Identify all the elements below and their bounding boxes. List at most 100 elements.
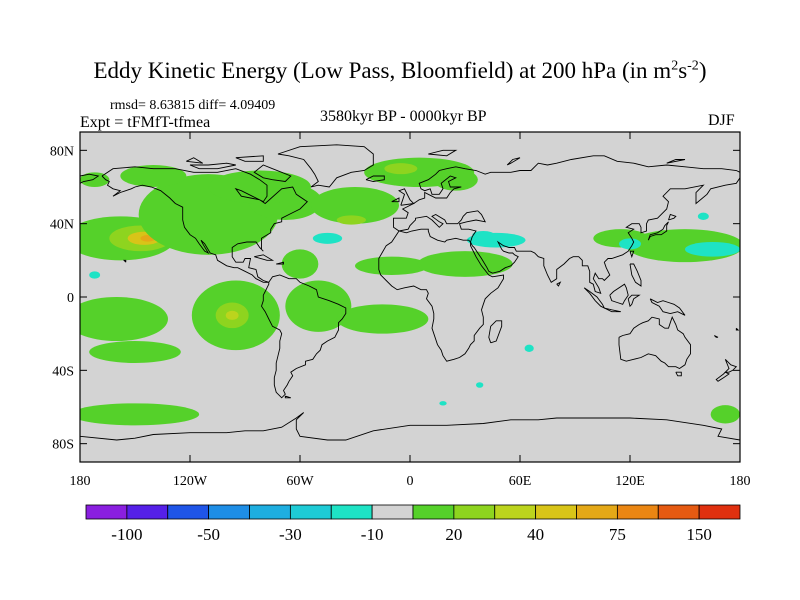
colorbar-label: -50 bbox=[197, 525, 220, 544]
coastline bbox=[235, 155, 264, 162]
anomaly-region bbox=[312, 232, 343, 244]
coastline bbox=[189, 162, 236, 170]
coastline bbox=[428, 149, 458, 157]
coastline bbox=[277, 144, 374, 188]
colorbar-swatch bbox=[576, 504, 618, 520]
coastline bbox=[666, 159, 686, 164]
coastline bbox=[627, 294, 641, 308]
coastline bbox=[470, 177, 740, 295]
season-label: DJF bbox=[708, 112, 735, 129]
anomaly-region bbox=[697, 212, 709, 220]
anomaly-region bbox=[472, 231, 495, 239]
anomaly-region bbox=[225, 310, 239, 320]
coastline bbox=[261, 274, 347, 399]
anomaly-region bbox=[355, 256, 429, 276]
coastline bbox=[397, 188, 415, 206]
lon-tick-label: 180 bbox=[70, 474, 91, 489]
anomaly-region bbox=[433, 168, 478, 191]
coastline bbox=[391, 197, 400, 203]
anomaly-region bbox=[311, 187, 399, 224]
anomaly-region bbox=[336, 304, 429, 334]
anomaly-region bbox=[208, 170, 311, 204]
colorbar-swatch bbox=[126, 504, 169, 520]
colorbar-swatch bbox=[371, 504, 414, 520]
colorbar-label: -100 bbox=[111, 525, 142, 544]
chart-title: Eddy Kinetic Energy (Low Pass, Bloomfiel… bbox=[93, 58, 707, 83]
colorbar-swatch bbox=[330, 504, 373, 520]
lat-tick-label: 0 bbox=[67, 291, 74, 306]
coastline bbox=[365, 175, 385, 182]
coastline bbox=[80, 412, 740, 441]
anomaly-region bbox=[439, 401, 447, 406]
anomaly-region bbox=[80, 297, 168, 341]
coastline bbox=[629, 250, 635, 259]
experiment-label: Expt = tFMfT-tfmea bbox=[80, 114, 211, 131]
colorbar-swatch bbox=[453, 504, 496, 520]
colorbar-label: -30 bbox=[279, 525, 302, 544]
coastline bbox=[618, 316, 691, 370]
lon-tick-label: 60W bbox=[286, 474, 314, 489]
lat-tick-label: 80S bbox=[52, 438, 74, 453]
colorbar-label: 40 bbox=[527, 525, 544, 544]
colorbar-swatch bbox=[698, 504, 741, 520]
lon-tick-label: 180 bbox=[730, 474, 751, 489]
coastline bbox=[715, 371, 730, 382]
anomaly-region bbox=[285, 280, 352, 332]
colorbar-label: -10 bbox=[361, 525, 384, 544]
coastline bbox=[556, 281, 562, 287]
colorbar-swatch bbox=[85, 504, 128, 520]
coastline bbox=[253, 164, 292, 182]
colorbar-swatch bbox=[208, 504, 250, 520]
coastline bbox=[101, 166, 309, 283]
anomaly-region bbox=[619, 238, 641, 250]
coastline bbox=[675, 371, 682, 377]
colorbar-swatch bbox=[616, 504, 659, 520]
anomaly-region bbox=[685, 242, 740, 257]
anomaly-region bbox=[417, 251, 513, 277]
colorbar-swatch bbox=[289, 504, 332, 520]
anomaly-region bbox=[120, 165, 187, 187]
lat-tick-label: 80N bbox=[50, 144, 74, 159]
anomaly-region bbox=[384, 163, 418, 175]
coastline bbox=[254, 254, 275, 261]
coastline bbox=[488, 320, 503, 344]
coastline bbox=[186, 157, 204, 164]
coastline bbox=[668, 213, 677, 221]
lon-tick-label: 120E bbox=[615, 474, 645, 489]
anomaly-region bbox=[524, 344, 534, 353]
colorbar-label: 150 bbox=[686, 525, 712, 544]
period-label: 3580kyr BP - 0000kyr BP bbox=[320, 108, 487, 125]
coastline bbox=[276, 261, 284, 265]
anomaly-region bbox=[80, 403, 200, 426]
coastline bbox=[604, 307, 621, 313]
colorbar-swatch bbox=[412, 504, 455, 520]
coastline bbox=[647, 221, 669, 241]
lon-tick-label: 60E bbox=[509, 474, 532, 489]
anomaly-region bbox=[476, 382, 484, 388]
colorbar-label: 20 bbox=[445, 525, 462, 544]
coastline bbox=[735, 327, 740, 331]
coastline bbox=[122, 259, 127, 263]
coastline bbox=[609, 283, 629, 305]
anomaly-region bbox=[89, 341, 181, 363]
anomaly-region bbox=[89, 271, 101, 279]
anomaly-region bbox=[710, 405, 740, 424]
coastline bbox=[649, 298, 686, 316]
stats-line: rmsd= 8.63815 diff= 4.09409 bbox=[110, 98, 276, 113]
colorbar-swatch bbox=[494, 504, 537, 520]
colorbar-swatch bbox=[167, 504, 210, 520]
lat-tick-label: 40N bbox=[50, 218, 74, 233]
colorbar-swatch bbox=[535, 504, 577, 520]
colorbar-swatch bbox=[249, 504, 291, 520]
coastline bbox=[284, 395, 291, 399]
lon-tick-label: 0 bbox=[407, 474, 414, 489]
coastline bbox=[393, 155, 740, 232]
coastline bbox=[378, 228, 504, 362]
colorbar-swatch bbox=[657, 504, 700, 520]
colorbar-label: 75 bbox=[609, 525, 626, 544]
coastline bbox=[629, 263, 642, 287]
coastline bbox=[80, 173, 100, 184]
lon-tick-label: 120W bbox=[173, 474, 208, 489]
coastline bbox=[713, 335, 719, 338]
